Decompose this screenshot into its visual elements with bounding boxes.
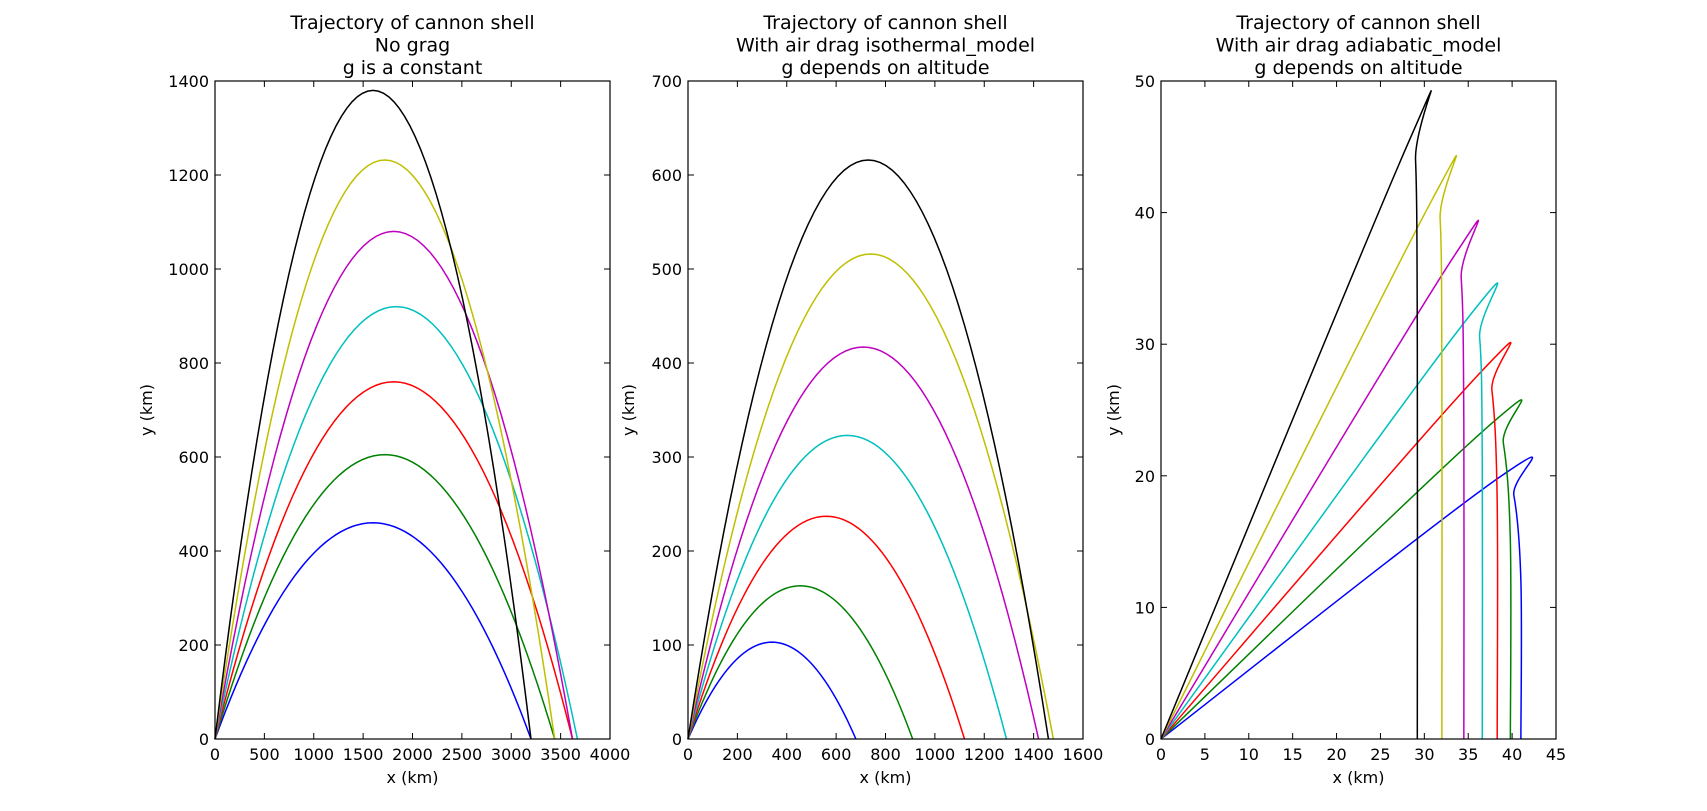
x-tick-label: 0 [683, 745, 693, 764]
x-tick-label: 1200 [964, 745, 1005, 764]
trajectory-line-1 [1160, 456, 1534, 740]
y-tick-label: 800 [178, 354, 209, 373]
trajectory-line-1 [687, 641, 857, 740]
x-tick-label: 2500 [442, 745, 483, 764]
y-tick-label: 40 [1135, 204, 1155, 223]
y-tick-label: 0 [672, 730, 682, 749]
x-tick-label: 25 [1370, 745, 1390, 764]
plot-frame [1160, 80, 1557, 740]
trajectory-line-7 [687, 159, 1050, 740]
trajectory-line-5 [687, 346, 1040, 740]
x-tick-label: 0 [1156, 745, 1166, 764]
plot-frame [687, 80, 1084, 740]
y-tick-label: 300 [651, 448, 682, 467]
x-tick-label: 45 [1546, 745, 1566, 764]
y-tick-label: 200 [178, 636, 209, 655]
x-tick-label: 800 [870, 745, 901, 764]
x-tick-label: 1500 [343, 745, 384, 764]
chart-title-line-3: g depends on altitude [781, 57, 989, 79]
x-tick-label: 30 [1414, 745, 1434, 764]
chart-title-line-3: g depends on altitude [1254, 57, 1462, 79]
trajectory-line-6 [687, 253, 1055, 740]
chart-title-line-3: g is a constant [343, 57, 483, 79]
trajectory-line-1 [214, 522, 532, 740]
y-tick-label: 1400 [168, 72, 209, 91]
x-tick-label: 3000 [491, 745, 532, 764]
y-tick-label: 400 [651, 354, 682, 373]
x-axis-label: x (km) [387, 768, 439, 787]
x-axis-label: x (km) [1333, 768, 1385, 787]
x-tick-label: 400 [771, 745, 802, 764]
y-tick-label: 1000 [168, 260, 209, 279]
trajectory-line-4 [1160, 282, 1499, 740]
y-tick-label: 100 [651, 636, 682, 655]
y-axis-label: y (km) [619, 384, 638, 436]
y-tick-label: 30 [1135, 335, 1155, 354]
y-tick-label: 0 [199, 730, 209, 749]
x-tick-label: 600 [821, 745, 852, 764]
x-tick-label: 500 [249, 745, 280, 764]
chart-title-line-2: With air drag isothermal_model [736, 35, 1035, 57]
x-tick-label: 200 [722, 745, 753, 764]
x-tick-label: 10 [1239, 745, 1259, 764]
x-tick-label: 40 [1502, 745, 1522, 764]
x-tick-label: 2000 [392, 745, 433, 764]
y-tick-label: 0 [1145, 730, 1155, 749]
y-axis-label: y (km) [137, 384, 156, 436]
trajectory-line-2 [214, 453, 556, 740]
x-axis-label: x (km) [860, 768, 912, 787]
y-tick-label: 1200 [168, 166, 209, 185]
trajectory-line-4 [214, 305, 579, 740]
y-tick-label: 200 [651, 542, 682, 561]
y-tick-label: 700 [651, 72, 682, 91]
y-axis-label: y (km) [1104, 384, 1123, 436]
y-tick-label: 600 [178, 448, 209, 467]
y-tick-label: 10 [1135, 598, 1155, 617]
trajectory-line-6 [1160, 155, 1458, 740]
x-tick-label: 1600 [1063, 745, 1104, 764]
chart-title-line-1: Trajectory of cannon shell [1235, 12, 1480, 34]
trajectory-line-3 [214, 381, 574, 740]
plot-frame [214, 80, 611, 740]
x-tick-label: 1400 [1013, 745, 1054, 764]
x-tick-label: 15 [1282, 745, 1302, 764]
chart-title-line-1: Trajectory of cannon shell [289, 12, 534, 34]
trajectory-line-7 [214, 89, 532, 740]
y-tick-label: 50 [1135, 72, 1155, 91]
y-tick-label: 500 [651, 260, 682, 279]
x-tick-label: 3500 [540, 745, 581, 764]
x-tick-label: 4000 [590, 745, 631, 764]
trajectory-line-4 [687, 434, 1008, 740]
chart-title-line-2: With air drag adiabatic_model [1216, 35, 1502, 57]
x-tick-label: 1000 [293, 745, 334, 764]
x-tick-label: 0 [210, 745, 220, 764]
y-tick-label: 400 [178, 542, 209, 561]
y-tick-label: 20 [1135, 467, 1155, 486]
chart-title-line-1: Trajectory of cannon shell [762, 12, 1007, 34]
x-tick-label: 1000 [915, 745, 956, 764]
trajectory-line-2 [687, 585, 914, 740]
chart-title-line-2: No grag [375, 35, 450, 57]
x-tick-label: 20 [1326, 745, 1346, 764]
trajectory-line-7 [1160, 90, 1432, 740]
x-tick-label: 35 [1458, 745, 1478, 764]
trajectory-line-3 [1160, 341, 1512, 740]
trajectory-line-5 [214, 230, 574, 740]
y-tick-label: 600 [651, 166, 682, 185]
x-tick-label: 5 [1200, 745, 1210, 764]
trajectory-line-5 [1160, 219, 1480, 740]
trajectory-line-3 [687, 515, 966, 740]
trajectory-line-2 [1160, 399, 1523, 740]
trajectory-line-6 [214, 159, 556, 740]
